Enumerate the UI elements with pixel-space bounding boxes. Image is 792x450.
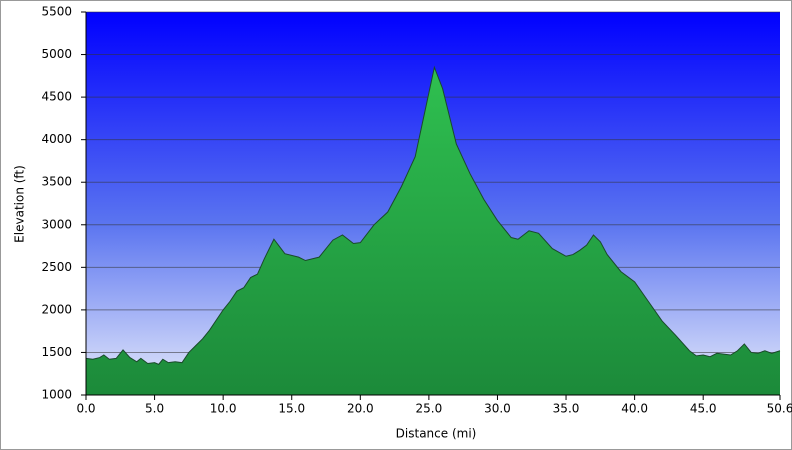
y-tick-label: 1000 — [41, 388, 72, 402]
x-tick-label: 50.6 — [767, 402, 792, 416]
y-tick-label: 1500 — [41, 345, 72, 359]
x-tick-label: 45.0 — [690, 402, 717, 416]
y-tick-label: 5500 — [41, 5, 72, 19]
y-tick-label: 3500 — [41, 175, 72, 189]
y-tick-label: 4000 — [41, 132, 72, 146]
x-tick-label: 5.0 — [145, 402, 164, 416]
y-tick-label: 5000 — [41, 47, 72, 61]
area — [85, 65, 781, 365]
y-tick-label: 2500 — [41, 260, 72, 274]
x-tick-label: 0.0 — [76, 402, 95, 416]
x-tick-label: 20.0 — [347, 402, 374, 416]
x-tick-label: 30.0 — [484, 402, 511, 416]
y-tick-label: 3000 — [41, 217, 72, 231]
x-axis-title: Distance (mi) — [396, 427, 477, 441]
x-tick-label: 40.0 — [621, 402, 648, 416]
y-tick-label: 2000 — [41, 302, 72, 316]
x-tick-label: 10.0 — [210, 402, 237, 416]
x-tick-label: 15.0 — [278, 402, 305, 416]
y-axis-title: Elevation (ft) — [13, 165, 27, 243]
y-tick-label: 4500 — [41, 90, 72, 104]
area-fill — [86, 67, 780, 396]
x-tick-label: 25.0 — [416, 402, 443, 416]
x-tick-label: 35.0 — [553, 402, 580, 416]
